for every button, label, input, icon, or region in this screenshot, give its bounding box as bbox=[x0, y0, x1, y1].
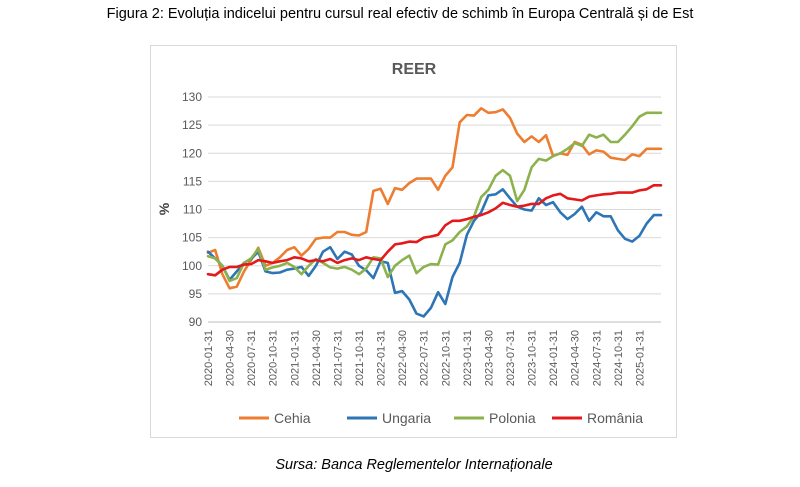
x-tick-label: 2021-01-31 bbox=[289, 330, 301, 386]
x-tick-label: 2024-01-31 bbox=[548, 330, 560, 386]
chart-svg: REER % 90 95 100 105 110 115 120 125 130 2020-01… bbox=[156, 61, 663, 426]
y-tick-label: 110 bbox=[183, 203, 202, 217]
x-tick-label: 2020-10-31 bbox=[268, 330, 280, 386]
y-tick-labels: 90 95 100 105 110 115 120 125 130 bbox=[182, 90, 202, 329]
figure-caption: Figura 2: Evoluția indicelui pentru curs… bbox=[106, 6, 694, 22]
x-tick-label: 2021-04-30 bbox=[311, 330, 323, 386]
x-tick-label: 2020-04-30 bbox=[225, 330, 237, 386]
source-note: Sursa: Banca Reglementelor Internațional… bbox=[275, 457, 553, 473]
y-tick-label: 105 bbox=[182, 231, 202, 245]
x-tick-label: 2022-07-31 bbox=[419, 330, 431, 386]
y-tick-label: 90 bbox=[189, 315, 203, 329]
y-tick-label: 115 bbox=[183, 174, 202, 188]
x-tick-label: 2023-04-30 bbox=[483, 330, 495, 386]
y-tick-label: 95 bbox=[189, 287, 203, 301]
y-tick-label: 120 bbox=[182, 146, 202, 160]
chart-title: REER bbox=[392, 61, 437, 78]
x-tick-label: 2023-01-31 bbox=[462, 330, 474, 386]
chart-container: REER % 90 95 100 105 110 115 120 125 130 2020-01… bbox=[150, 45, 677, 438]
gridlines bbox=[208, 96, 661, 323]
x-tick-label: 2024-10-31 bbox=[613, 330, 625, 386]
series-line-ungaria bbox=[206, 188, 663, 318]
legend-label: Polonia bbox=[489, 410, 536, 426]
legend-label: Cehia bbox=[274, 410, 311, 426]
x-tick-label: 2024-07-31 bbox=[591, 330, 603, 386]
x-tick-label: 2020-01-31 bbox=[203, 330, 215, 386]
x-tick-label: 2021-07-31 bbox=[332, 330, 344, 386]
y-tick-label: 130 bbox=[182, 90, 202, 104]
legend-label: Ungaria bbox=[382, 410, 431, 426]
x-tick-label: 2021-10-31 bbox=[354, 330, 366, 386]
x-tick-label: 2024-04-30 bbox=[570, 330, 582, 386]
x-tick-label: 2023-07-31 bbox=[505, 330, 517, 386]
x-tick-labels: 2020-01-31 2020-04-30 2020-07-31 2020-10-31… bbox=[203, 330, 646, 386]
x-tick-label: 2022-04-30 bbox=[397, 330, 409, 386]
y-tick-label: 125 bbox=[182, 118, 202, 132]
series-lines bbox=[206, 106, 663, 318]
y-tick-label: 100 bbox=[182, 259, 202, 273]
series-line-cehia bbox=[206, 106, 663, 290]
x-tick-label: 2025-01-31 bbox=[634, 330, 646, 386]
legend: Cehia Ungaria Polonia România bbox=[239, 410, 643, 426]
series-line-polonia bbox=[206, 111, 663, 283]
x-tick-label: 2023-10-31 bbox=[527, 330, 539, 386]
legend-label: România bbox=[587, 410, 643, 426]
y-axis-label: % bbox=[156, 202, 172, 215]
x-tick-label: 2022-10-31 bbox=[440, 330, 452, 386]
x-tick-label: 2020-07-31 bbox=[246, 330, 258, 386]
x-tick-label: 2022-01-31 bbox=[376, 330, 388, 386]
series-line-românia bbox=[206, 184, 663, 277]
